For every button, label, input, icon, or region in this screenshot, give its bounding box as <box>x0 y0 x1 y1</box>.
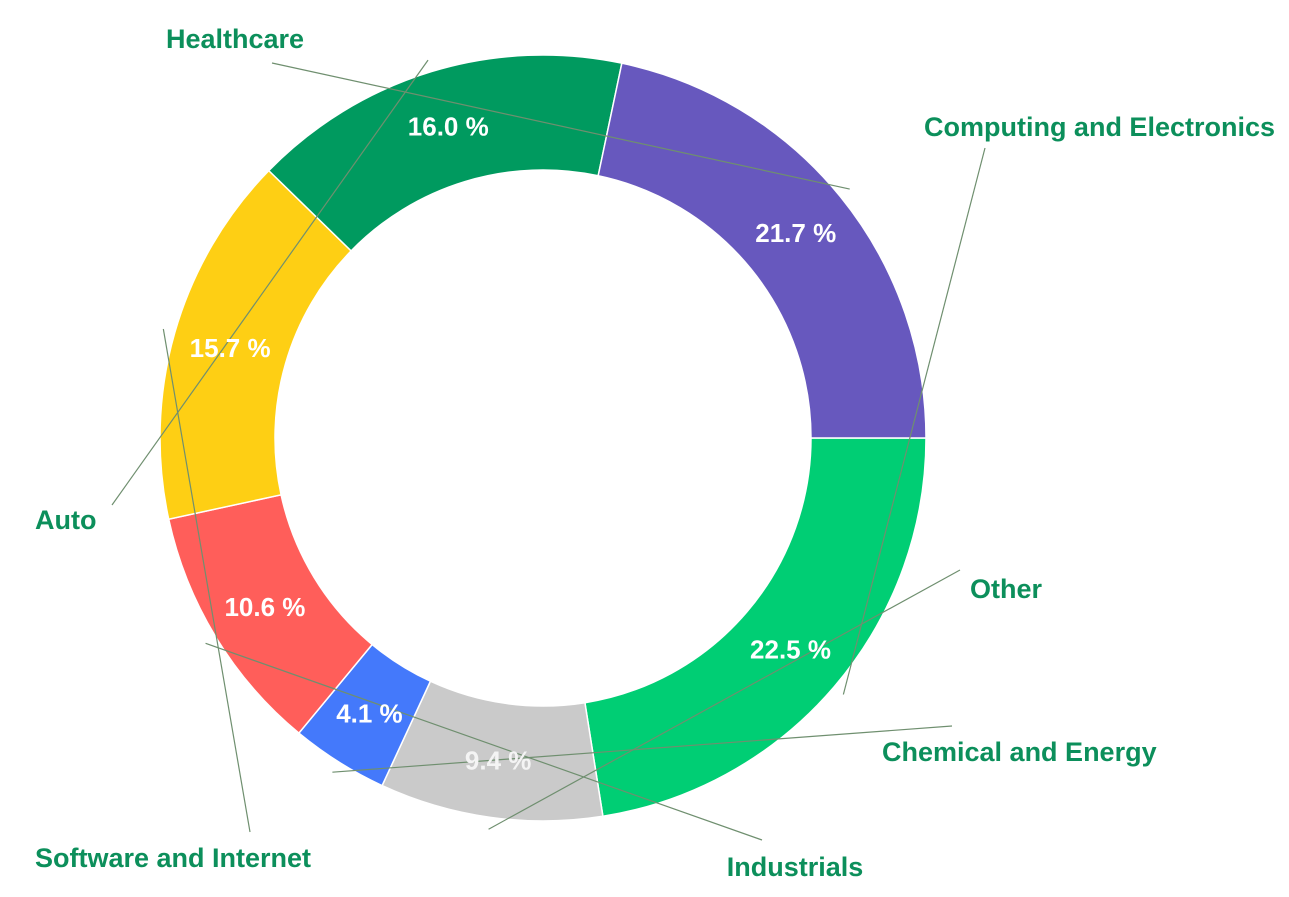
category-label-auto: Auto <box>35 505 96 535</box>
value-label-software-internet: 15.7 % <box>190 333 271 363</box>
value-label-auto: 16.0 % <box>408 112 489 142</box>
value-labels-group: 22.5 % 9.4 % 4.1 % 10.6 % 15.7 % 16.0 % 21.7 % <box>190 112 837 776</box>
value-label-other: 9.4 % <box>465 745 532 775</box>
value-label-computing-electronics: 22.5 % <box>750 634 831 664</box>
slice-auto <box>267 54 623 252</box>
value-label-healthcare: 21.7 % <box>755 218 836 248</box>
slice-computing-electronics <box>584 437 927 818</box>
value-label-industrials: 10.6 % <box>224 592 305 622</box>
leader-line-healthcare <box>271 62 850 190</box>
category-label-other: Other <box>970 574 1043 604</box>
category-label-computing-electronics: Computing and Electronics <box>924 112 1275 142</box>
value-label-chemical-energy: 4.1 % <box>336 698 403 728</box>
category-label-chemical-energy: Chemical and Energy <box>882 737 1157 767</box>
slice-healthcare <box>597 62 927 439</box>
leader-line-industrials <box>205 642 763 841</box>
slices-group <box>159 54 927 822</box>
leader-line-auto <box>111 59 429 506</box>
leader-line-computing-electronics <box>842 147 986 695</box>
category-label-industrials: Industrials <box>727 852 864 882</box>
category-labels-group: Computing and Electronics Other Chemical a… <box>35 24 1275 882</box>
leader-line-chemical-energy <box>332 725 953 773</box>
leader-lines-group <box>111 59 986 841</box>
category-label-healthcare: Healthcare <box>166 24 304 54</box>
category-label-software-internet: Software and Internet <box>35 843 311 873</box>
leader-line-other <box>488 569 961 830</box>
